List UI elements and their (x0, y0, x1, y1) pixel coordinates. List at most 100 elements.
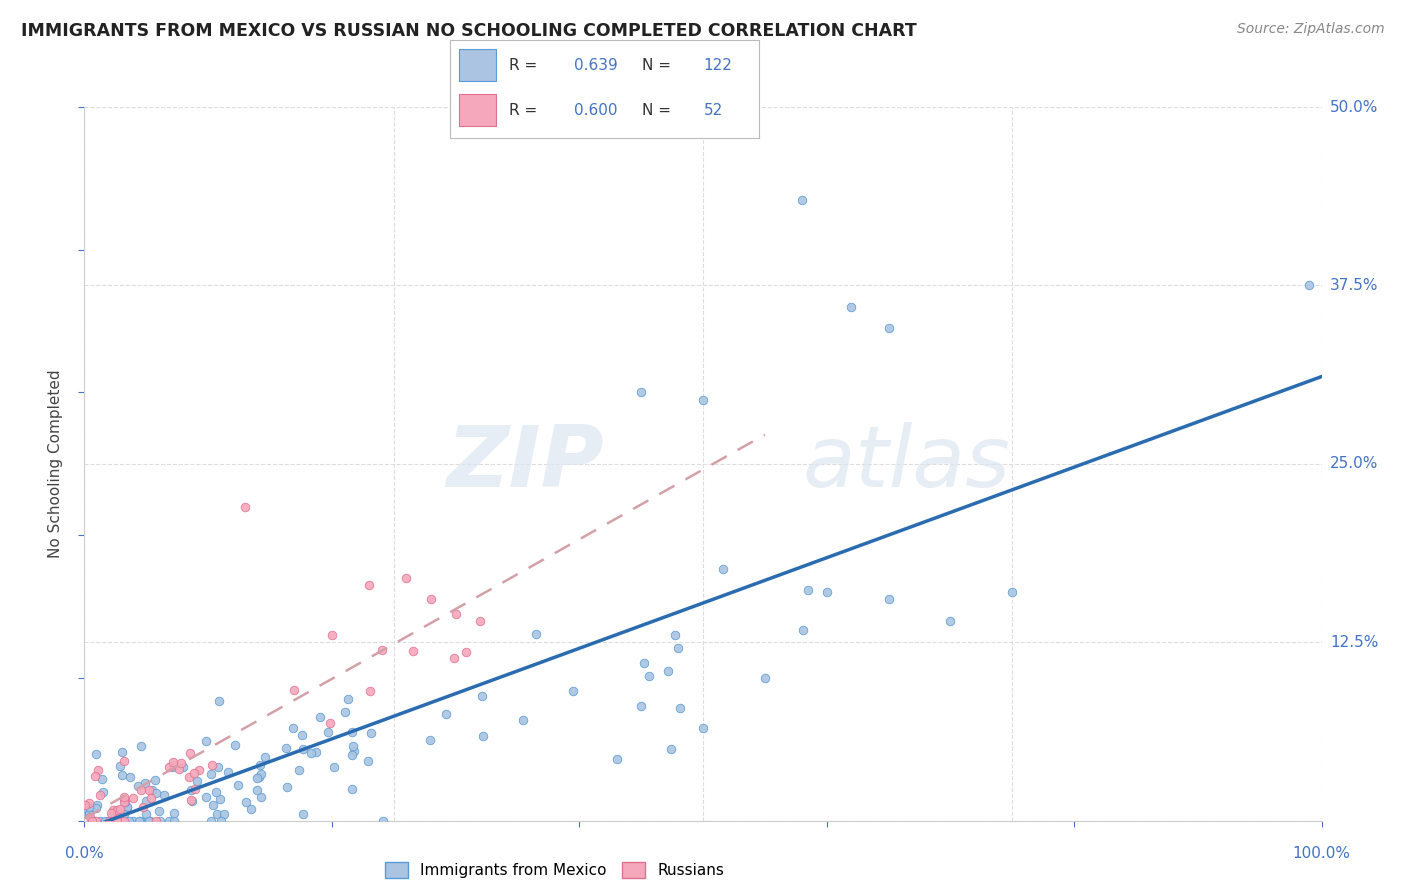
Point (112, 806, 135, 821)
Point (343, 744, 366, 758)
Point (1298, 278, 1320, 293)
Point (91, 785, 114, 799)
Point (162, 760, 184, 774)
Point (340, 782, 363, 797)
Point (359, 684, 381, 698)
Point (86, 763, 108, 777)
Point (512, 713, 534, 727)
Point (796, 583, 818, 598)
Point (633, 657, 655, 671)
Point (201, 758, 224, 772)
Point (77, 800, 100, 814)
Point (692, 721, 714, 735)
Point (470, 614, 492, 628)
Point (395, 571, 418, 585)
Point (111, 768, 134, 782)
Point (630, 699, 652, 714)
Point (83, 769, 105, 783)
Point (86, 797, 108, 812)
Point (333, 705, 356, 719)
Point (105, 805, 128, 820)
Point (524, 627, 547, 641)
Point (148, 804, 170, 818)
Point (360, 725, 382, 739)
Point (117, 800, 139, 814)
Text: N =: N = (641, 58, 671, 73)
Point (179, 746, 201, 760)
Point (121, 814, 143, 828)
Point (561, 684, 583, 698)
Point (145, 814, 167, 828)
Point (167, 762, 190, 776)
Point (711, 562, 734, 576)
Point (419, 592, 441, 607)
Point (208, 693, 231, 707)
Point (340, 725, 363, 739)
Text: IMMIGRANTS FROM MEXICO VS RUSSIAN NO SCHOOLING COMPLETED CORRELATION CHART: IMMIGRANTS FROM MEXICO VS RUSSIAN NO SCH… (21, 22, 917, 40)
Point (443, 650, 465, 665)
Point (276, 740, 298, 755)
Point (195, 734, 218, 748)
Point (276, 780, 298, 794)
Point (356, 754, 378, 768)
Point (172, 760, 194, 774)
Text: N =: N = (641, 103, 671, 119)
Point (131, 783, 153, 797)
Point (292, 807, 315, 822)
Point (246, 771, 269, 785)
Point (177, 770, 200, 784)
Point (180, 793, 202, 807)
Point (664, 628, 686, 642)
Point (111, 745, 134, 759)
Point (108, 758, 131, 772)
Point (143, 772, 166, 787)
Point (357, 578, 380, 592)
Point (240, 802, 263, 816)
Text: 50.0%: 50.0% (1330, 100, 1378, 114)
Point (152, 788, 174, 802)
Point (112, 754, 135, 768)
Point (101, 814, 124, 828)
Point (316, 725, 339, 739)
Point (790, 193, 813, 207)
Point (183, 766, 205, 780)
Point (163, 814, 186, 828)
Point (283, 683, 305, 698)
Point (195, 789, 218, 804)
Text: R =: R = (509, 58, 537, 73)
Point (118, 814, 141, 828)
Point (105, 803, 128, 817)
Point (114, 796, 136, 810)
Point (101, 805, 124, 819)
Point (224, 738, 246, 752)
Point (207, 807, 229, 822)
Point (79, 809, 101, 823)
Point (127, 780, 149, 794)
Point (180, 783, 202, 797)
Point (371, 642, 394, 657)
Point (402, 644, 425, 658)
Text: ZIP: ZIP (446, 422, 605, 506)
Point (134, 775, 156, 789)
Point (226, 778, 249, 792)
Point (157, 760, 180, 774)
Point (103, 803, 125, 817)
Point (100, 806, 122, 821)
Point (149, 814, 172, 828)
Point (129, 739, 152, 754)
Text: atlas: atlas (801, 422, 1010, 506)
Point (183, 781, 205, 796)
Point (209, 814, 232, 828)
Point (337, 692, 360, 706)
Point (249, 758, 271, 772)
Point (291, 728, 314, 742)
Point (201, 797, 224, 812)
Point (93, 814, 115, 828)
Point (163, 805, 186, 820)
FancyBboxPatch shape (460, 49, 496, 81)
Point (187, 763, 209, 777)
Point (97, 814, 120, 828)
Point (162, 755, 184, 769)
Text: 0.0%: 0.0% (65, 846, 104, 861)
Point (1001, 585, 1024, 599)
